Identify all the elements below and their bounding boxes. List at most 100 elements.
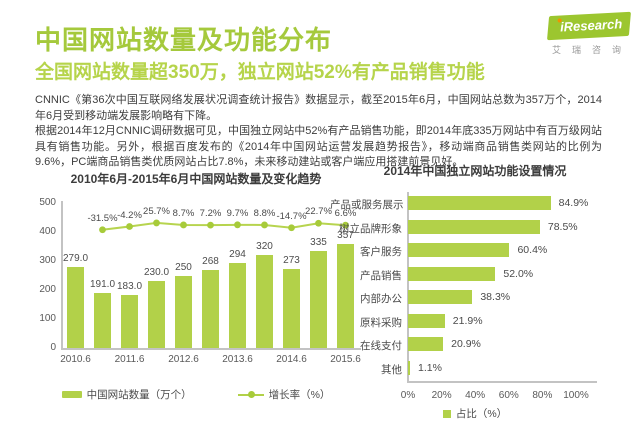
y-axis-tick-label: 400 bbox=[39, 226, 56, 237]
bar-value-label: 191.0 bbox=[89, 278, 116, 290]
y-axis-tick-label: 100 bbox=[39, 313, 56, 324]
growth-rate-label: 6.6% bbox=[334, 208, 357, 220]
legend-label: 中国网站数量（万个） bbox=[86, 389, 192, 401]
bar-value-label: 183.0 bbox=[116, 280, 143, 292]
intro-paragraph-1: CNNIC《第36次中国互联网络发展状况调查统计报告》数据显示，截至2015年6… bbox=[35, 94, 602, 122]
bar-value-label: 60.4% bbox=[517, 244, 548, 256]
growth-rate-label: 8.7% bbox=[172, 207, 195, 219]
growth-line-point bbox=[126, 223, 133, 230]
bar-value-label: 20.9% bbox=[451, 338, 481, 350]
bar-value-label: 84.9% bbox=[558, 197, 589, 209]
website-count-bar bbox=[283, 268, 300, 348]
bar-value-label: 250 bbox=[175, 261, 192, 273]
function-share-bar bbox=[408, 266, 496, 281]
function-share-bar bbox=[408, 290, 473, 304]
website-count-bar bbox=[337, 244, 354, 348]
growth-line-point bbox=[288, 224, 295, 232]
y-axis-tick-label: 0 bbox=[50, 342, 56, 353]
website-count-bar bbox=[175, 275, 192, 348]
bar-value-label: 1.1% bbox=[418, 361, 442, 374]
website-count-trend-chart: 2010年6月-2015年6月中国网站数量及变化趋势 0 100 200 300 400… bbox=[28, 168, 364, 426]
bar-value-label: 273 bbox=[283, 254, 300, 266]
right-x-axis-line bbox=[407, 381, 597, 383]
function-category-label: 内部办公 bbox=[360, 293, 402, 305]
x-axis-tick-label: 2011.6 bbox=[114, 354, 145, 365]
bar-swatch-icon bbox=[61, 391, 82, 398]
growth-line-point bbox=[99, 226, 106, 234]
bar-value-label: 78.5% bbox=[547, 220, 578, 233]
website-count-bar bbox=[67, 267, 84, 348]
x-axis-tick-label: 100% bbox=[563, 390, 589, 401]
bar-value-label: 21.9% bbox=[452, 314, 483, 327]
intro-paragraph-2: 根据2014年12月CNNIC调研数据可见，中国独立网站中52%有产品销售功能，… bbox=[35, 125, 602, 168]
bar-value-label: 268 bbox=[202, 256, 219, 268]
growth-rate-label: 8.8% bbox=[253, 207, 276, 219]
growth-rate-label: 9.7% bbox=[226, 207, 249, 219]
growth-rate-label: 7.2% bbox=[199, 208, 222, 220]
function-share-bar bbox=[408, 337, 444, 351]
x-axis-tick-label: 2010.6 bbox=[60, 354, 91, 365]
logo-brand-text: iResearch bbox=[559, 16, 623, 35]
y-axis-tick-label: 300 bbox=[39, 255, 56, 266]
square-swatch-icon bbox=[442, 409, 451, 418]
growth-rate-label: 25.7% bbox=[143, 205, 170, 217]
logo-green-banner: iResearch bbox=[547, 11, 631, 41]
growth-line-point bbox=[234, 221, 241, 229]
website-count-bar bbox=[229, 262, 246, 348]
website-count-bar bbox=[310, 250, 327, 348]
growth-line-point bbox=[180, 221, 187, 229]
function-category-label: 原料采购 bbox=[360, 316, 402, 329]
line-swatch-icon bbox=[237, 391, 264, 398]
website-count-bar bbox=[256, 255, 273, 348]
y-axis-tick-label: 500 bbox=[39, 197, 56, 208]
legend-item-share: 占比（%） bbox=[442, 406, 508, 421]
page-subtitle: 全国网站数量超350万，独立网站52%有产品销售功能 bbox=[35, 62, 485, 83]
x-axis-tick-label: 2014.6 bbox=[276, 354, 307, 365]
legend-label: 增长率（%） bbox=[268, 389, 331, 401]
bar-value-label: 230.0 bbox=[143, 267, 170, 279]
function-category-label: 产品销售 bbox=[360, 269, 402, 282]
left-y-axis-line bbox=[61, 201, 63, 348]
growth-line-point bbox=[153, 219, 160, 227]
website-count-bar bbox=[202, 270, 219, 348]
bar-value-label: 357 bbox=[337, 230, 354, 242]
right-chart-title: 2014年中国独立网站功能设置情况 bbox=[383, 164, 567, 178]
website-function-chart: 2014年中国独立网站功能设置情况 产品或服务展示 84.9% 树立品牌形象 78.5… bbox=[330, 160, 632, 428]
growth-rate-label: -14.7% bbox=[276, 210, 307, 222]
website-count-bar bbox=[121, 294, 138, 348]
right-y-axis-line bbox=[407, 192, 409, 382]
page-title: 中国网站数量及功能分布 bbox=[35, 25, 333, 55]
growth-rate-label: -31.5% bbox=[87, 212, 118, 224]
left-chart-title: 2010年6月-2015年6月中国网站数量及变化趋势 bbox=[70, 172, 322, 186]
x-axis-tick-label: 20% bbox=[431, 390, 452, 401]
bar-value-label: 294 bbox=[229, 248, 246, 260]
function-share-bar bbox=[408, 219, 540, 234]
x-axis-tick-label: 2013.6 bbox=[222, 354, 253, 365]
website-count-bar bbox=[148, 281, 165, 348]
bar-value-label: 38.3% bbox=[480, 291, 511, 303]
function-share-bar bbox=[408, 196, 551, 210]
x-axis-tick-label: 2012.6 bbox=[168, 354, 199, 365]
x-axis-tick-label: 40% bbox=[465, 390, 486, 401]
function-category-label: 树立品牌形象 bbox=[339, 222, 402, 235]
left-x-axis-line bbox=[61, 348, 361, 350]
x-axis-tick-label: 0% bbox=[400, 390, 416, 401]
y-axis-tick-label: 200 bbox=[39, 284, 56, 295]
logo-brand-chinese: 艾瑞咨询 bbox=[552, 45, 633, 55]
intro-text-block: CNNIC《第36次中国互联网络发展状况调查统计报告》数据显示，截至2015年6… bbox=[35, 93, 602, 171]
growth-line-point bbox=[261, 221, 268, 229]
left-chart-legend: 中国网站数量（万个） 增长率（%） bbox=[28, 387, 364, 402]
growth-rate-label: -4.2% bbox=[117, 209, 142, 221]
function-share-bar bbox=[408, 360, 410, 375]
function-category-label: 在线支付 bbox=[360, 340, 402, 352]
x-axis-tick-label: 2015.6 bbox=[330, 354, 361, 365]
legend-item-growth-rate: 增长率（%） bbox=[237, 387, 331, 402]
bar-value-label: 335 bbox=[310, 236, 327, 248]
iresearch-logo: iResearch 艾瑞咨询 bbox=[547, 11, 633, 56]
x-axis-tick-label: 60% bbox=[498, 390, 519, 401]
legend-label: 占比（%） bbox=[455, 408, 508, 420]
growth-rate-label: 22.7% bbox=[305, 206, 332, 218]
function-category-label: 客户服务 bbox=[360, 246, 402, 258]
function-share-bar bbox=[408, 243, 510, 257]
